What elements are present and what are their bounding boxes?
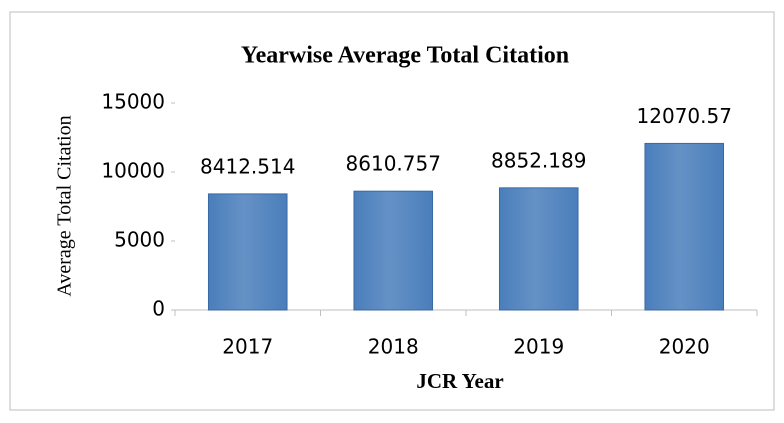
bar	[644, 142, 725, 311]
bar	[353, 190, 434, 311]
y-tick-label: 5000	[114, 228, 165, 252]
x-axis-label: JCR Year	[416, 369, 503, 393]
data-label: 8610.757	[346, 152, 441, 176]
y-tick-label: 10000	[101, 159, 165, 183]
y-tick-label: 0	[152, 297, 165, 321]
y-tick-label: 15000	[101, 90, 165, 114]
y-axis-label: Average Total Citation	[54, 115, 76, 296]
x-tick-label: 2019	[513, 335, 564, 359]
bar	[207, 193, 288, 311]
data-label: 12070.57	[637, 104, 732, 128]
x-tick-label: 2017	[222, 335, 273, 359]
data-label: 8412.514	[200, 154, 295, 178]
x-tick-label: 2020	[659, 335, 710, 359]
data-label: 8852.189	[491, 148, 586, 172]
chart-title: Yearwise Average Total Citation	[241, 43, 569, 69]
x-tick-label: 2018	[368, 335, 419, 359]
bar	[498, 187, 579, 311]
